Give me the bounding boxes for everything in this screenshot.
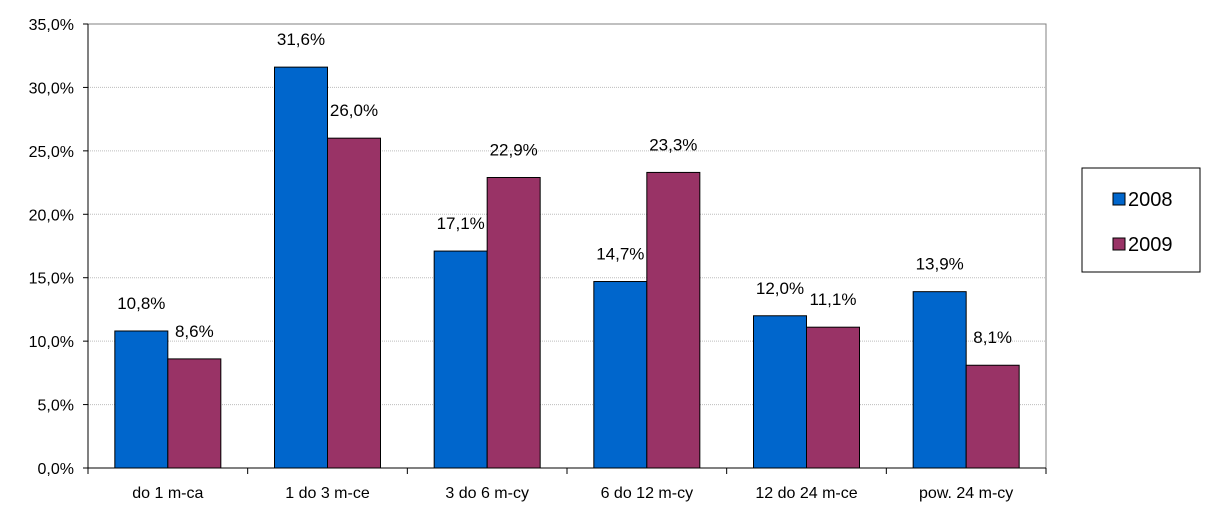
bar-2009-4 (806, 326, 860, 469)
x-tick-label: 12 do 24 m-ce (755, 485, 857, 502)
data-label: 13,9% (916, 255, 964, 274)
y-tick-label: 5,0% (38, 398, 74, 415)
bar-2009-2 (486, 176, 541, 469)
y-tick-label: 10,0% (29, 334, 74, 351)
data-label: 31,6% (277, 30, 325, 49)
bar-2008-3 (593, 281, 648, 469)
data-label: 26,0% (330, 101, 378, 120)
data-label: 17,1% (437, 214, 485, 233)
y-tick-label: 15,0% (29, 271, 74, 288)
data-label: 12,0% (756, 279, 804, 298)
data-label: 11,1% (810, 290, 857, 309)
data-label: 8,6% (175, 322, 214, 341)
bar-2008-2 (433, 250, 488, 469)
x-tick-label: 3 do 6 m-cy (445, 485, 529, 502)
y-tick-label: 0,0% (38, 461, 74, 478)
data-label: 10,8% (117, 294, 165, 313)
gridlines (87, 23, 1047, 469)
data-label: 8,1% (973, 328, 1012, 347)
x-tick-label: 1 do 3 m-ce (285, 485, 370, 502)
y-axis: 0,0% 5,0% 10,0% 15,0% 20,0% 25,0% 30,0% 35,0% (29, 17, 89, 478)
y-tick-label: 30,0% (29, 80, 74, 97)
bar-2009-3 (646, 171, 701, 469)
x-tick-label: 6 do 12 m-cy (601, 485, 693, 502)
bar-2008-1 (274, 66, 328, 469)
bars (114, 66, 1020, 469)
data-label: 22,9% (490, 140, 538, 159)
x-tick-label: do 1 m-ca (132, 485, 203, 502)
bar-2009-0 (167, 358, 222, 469)
bar-2009-5 (965, 364, 1020, 469)
data-label: 14,7% (596, 245, 644, 264)
y-tick-label: 35,0% (29, 17, 74, 34)
plot-area-border (87, 23, 1047, 469)
bar-2009-1 (327, 137, 381, 469)
legend-swatch (1112, 192, 1126, 206)
bar-2008-0 (114, 330, 169, 469)
legend-box (1081, 167, 1201, 273)
bar-2008-4 (753, 315, 807, 469)
legend-label: 2008 (1128, 189, 1173, 211)
bar-2008-5 (912, 291, 967, 469)
y-tick-label: 25,0% (29, 144, 74, 161)
data-labels: 10,8% 8,6% 31,6% 26,0% 17,1% 22,9% 14,7% 23,3% 1… (117, 30, 1012, 347)
legend-label: 2009 (1128, 234, 1173, 256)
legend: 2008 2009 (1081, 167, 1201, 273)
y-tick-label: 20,0% (29, 207, 74, 224)
data-label: 23,3% (649, 135, 697, 154)
x-tick-label: pow. 24 m-cy (919, 485, 1013, 502)
legend-swatch (1112, 237, 1126, 251)
x-axis: do 1 m-ca 1 do 3 m-ce 3 do 6 m-cy 6 do 12 m… (87, 467, 1047, 502)
